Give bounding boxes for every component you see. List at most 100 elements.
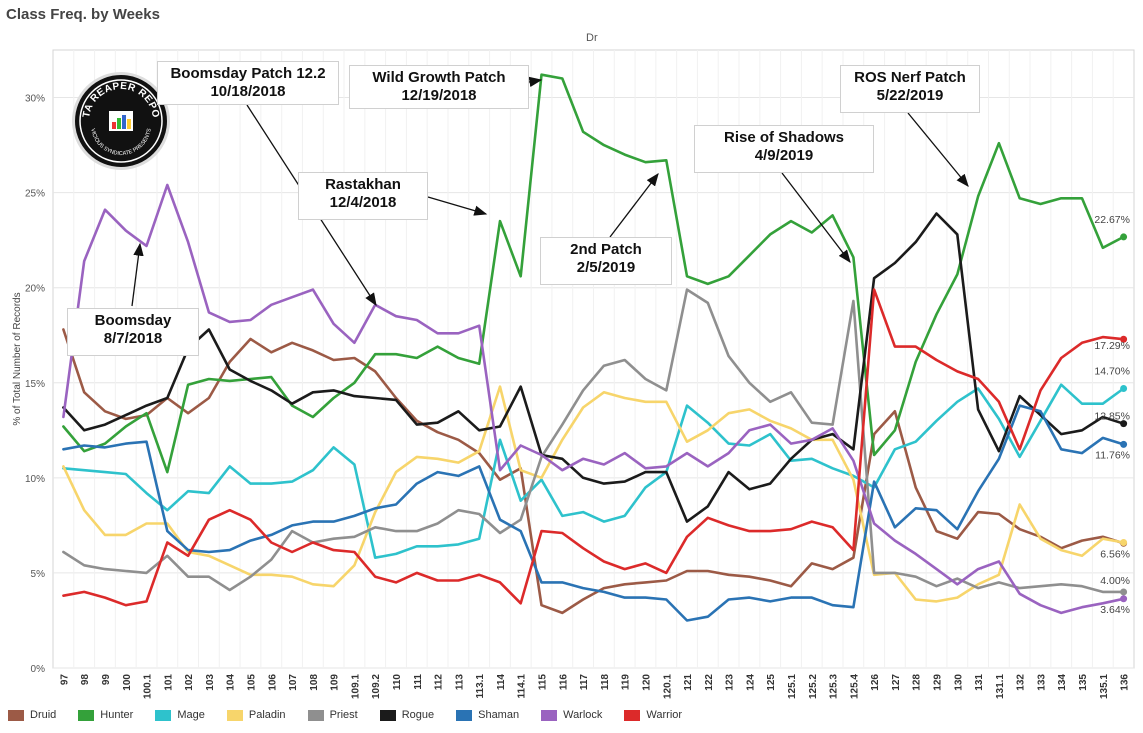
series-line-warrior [62, 288, 1125, 607]
legend-swatch [155, 709, 172, 721]
y-tick-label: 30% [25, 94, 45, 105]
annotation-line: 10/18/2018 [210, 83, 286, 100]
x-tick-label: 101 [163, 674, 174, 691]
x-tick-label: 114.1 [517, 674, 528, 699]
legend-swatch [226, 709, 243, 721]
line-chart: 0% 5% 10% 15% 20% 25% 30% 97 98 99 100 100.1 101 102 1… [12, 49, 1135, 699]
series-line-priest [62, 288, 1125, 594]
annotation-line: Wild Growth Patch [372, 69, 506, 86]
annotation-patch122: Boomsday Patch 12.2 10/18/2018 [157, 61, 339, 105]
x-tick-label: 127 [891, 674, 902, 691]
series-line-paladin [62, 385, 1125, 603]
legend-swatch [8, 709, 24, 721]
x-tick-label: 113.1 [475, 674, 486, 699]
legend-label: Hunter [100, 709, 134, 721]
series-line-shaman [62, 404, 1125, 622]
legend-swatch [624, 709, 641, 721]
x-tick-label: 130 [953, 674, 964, 691]
annotation-line: 12/19/2018 [401, 87, 477, 104]
x-tick-label: 99 [101, 674, 112, 686]
x-tick-label: 113 [454, 674, 465, 691]
series-line-warlock [62, 183, 1125, 615]
chart-legend: Druid Hunter Mage Paladin Priest Rogue Shaman W… [8, 709, 704, 721]
y-tick-label: 20% [25, 284, 45, 295]
x-tick-label: 126 [870, 674, 881, 691]
data-label-mage: 14.70% [1094, 365, 1130, 377]
series-end-point-warrior [1120, 335, 1128, 343]
x-tick-label: 131.1 [995, 674, 1006, 699]
x-tick-label: 120.1 [662, 674, 673, 699]
legend-item-mage: Mage [155, 709, 205, 721]
legend-item-priest: Priest [307, 709, 358, 721]
series-end-point-warlock [1120, 595, 1128, 603]
legend-swatch [379, 709, 396, 721]
column-header-label: Dr [586, 32, 598, 44]
x-tick-label: 125.1 [787, 674, 798, 699]
annotation-line: Boomsday Patch 12.2 [170, 65, 326, 82]
legend-label: Rogue [401, 709, 435, 721]
x-tick-label: 119 [621, 674, 632, 691]
x-tick-label: 136 [1120, 674, 1131, 691]
x-tick-label: 124 [745, 674, 756, 691]
legend-label: Paladin [248, 709, 286, 721]
page-title: Class Freq. by Weeks [6, 6, 160, 23]
legend-item-warrior: Warrior [624, 709, 682, 721]
x-tick-label: 129 [933, 674, 944, 691]
legend-label: Priest [329, 709, 358, 721]
series-end-point-paladin [1120, 538, 1128, 546]
legend-label: Mage [177, 709, 205, 721]
x-tick-label: 109.2 [371, 674, 382, 699]
annotation-line: ROS Nerf Patch [854, 69, 966, 86]
data-label-warrior: 17.29% [1094, 340, 1130, 352]
legend-swatch [541, 709, 558, 721]
x-tick-label: 109 [330, 674, 341, 691]
annotation-arrow-patch2 [609, 172, 659, 238]
annotation-arrow-wildgrowth [528, 76, 543, 88]
x-tick-label: 123 [725, 674, 736, 691]
legend-item-warlock: Warlock [541, 709, 602, 721]
data-label-rogue: 12.85% [1094, 411, 1130, 423]
y-tick-label: 0% [31, 664, 46, 675]
series-end-point-shaman [1120, 440, 1128, 448]
y-tick-label: 25% [25, 189, 45, 200]
x-tick-label: 120 [641, 674, 652, 691]
x-tick-label: 133 [1036, 674, 1047, 691]
legend-swatch [307, 709, 324, 721]
x-tick-label: 100.1 [143, 674, 154, 699]
legend-label: Warlock [563, 709, 603, 721]
data-label-priest: 4.00% [1100, 575, 1130, 587]
annotation-patch2: 2nd Patch 2/5/2019 [540, 237, 672, 285]
annotation-line: Boomsday [94, 312, 172, 329]
x-tick-label: 121 [683, 674, 694, 691]
x-tick-label: 132 [1016, 674, 1027, 691]
x-tick-label: 102 [184, 674, 195, 691]
x-tick-label: 125 [766, 674, 777, 691]
annotation-arrow-rastakhan [427, 196, 488, 216]
series-end-point-priest [1120, 588, 1128, 596]
x-tick-label: 135.1 [1099, 674, 1110, 699]
series-line-mage [62, 383, 1125, 560]
annotation-boomsday: Boomsday 8/7/2018 [67, 308, 199, 356]
data-label-warlock: 3.64% [1100, 604, 1130, 616]
data-label-hunter: 22.67% [1094, 214, 1130, 226]
x-tick-label: 109.1 [350, 674, 361, 699]
annotation-line: Rastakhan [325, 176, 401, 193]
x-tick-label: 112 [434, 674, 445, 691]
legend-label: Warrior [646, 709, 683, 721]
y-tick-label: 5% [31, 569, 46, 580]
annotation-rosnerf: ROS Nerf Patch 5/22/2019 [840, 65, 980, 113]
annotation-line: Rise of Shadows [723, 129, 845, 146]
annotation-line: 4/9/2019 [754, 147, 814, 164]
y-axis-label: % of Total Number of Records [12, 292, 23, 425]
x-tick-label: 122 [704, 674, 715, 691]
series-end-point-rogue [1120, 420, 1128, 428]
series-end-point-mage [1120, 384, 1128, 392]
x-tick-label: 115 [538, 674, 549, 691]
x-tick-label: 100 [122, 674, 133, 691]
x-tick-label: 97 [59, 674, 70, 686]
annotation-ros: Rise of Shadows 4/9/2019 [694, 125, 874, 173]
x-tick-label: 98 [80, 674, 91, 686]
x-tick-label: 135 [1078, 674, 1089, 691]
x-tick-label: 107 [288, 674, 299, 691]
x-tick-label: 111 [413, 674, 424, 690]
